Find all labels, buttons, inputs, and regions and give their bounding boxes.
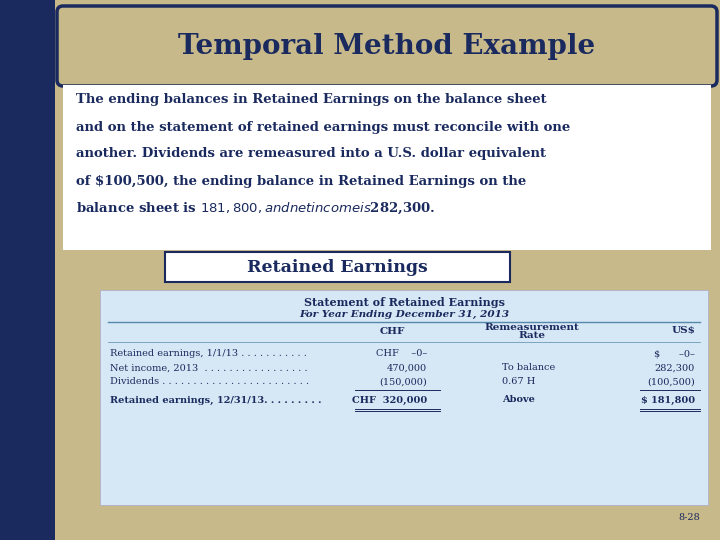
Text: US$: US$ [671, 327, 695, 335]
Text: Statement of Retained Earnings: Statement of Retained Earnings [304, 296, 505, 307]
Text: CHF: CHF [379, 327, 405, 335]
Text: Remeasurement: Remeasurement [485, 322, 580, 332]
FancyBboxPatch shape [57, 6, 717, 86]
Text: of $100,500, the ending balance in Retained Earnings on the: of $100,500, the ending balance in Retai… [76, 174, 526, 187]
Text: Temporal Method Example: Temporal Method Example [179, 32, 595, 59]
Text: 470,000: 470,000 [387, 363, 427, 373]
Text: $ 181,800: $ 181,800 [641, 395, 695, 404]
FancyBboxPatch shape [0, 0, 55, 540]
Text: Retained Earnings: Retained Earnings [247, 259, 428, 275]
Text: Above: Above [502, 395, 535, 404]
Text: CHF  320,000: CHF 320,000 [352, 395, 427, 404]
Text: CHF    –0–: CHF –0– [376, 349, 427, 359]
Text: Dividends . . . . . . . . . . . . . . . . . . . . . . . .: Dividends . . . . . . . . . . . . . . . … [110, 377, 309, 387]
Text: Net income, 2013  . . . . . . . . . . . . . . . . .: Net income, 2013 . . . . . . . . . . . .… [110, 363, 307, 373]
Text: balance sheet is $181,800, and net income is $282,300.: balance sheet is $181,800, and net incom… [76, 200, 436, 215]
Text: The ending balances in Retained Earnings on the balance sheet: The ending balances in Retained Earnings… [76, 93, 546, 106]
Text: To balance: To balance [502, 363, 555, 373]
Text: and on the statement of retained earnings must reconcile with one: and on the statement of retained earning… [76, 120, 570, 133]
Text: Retained earnings, 1/1/13 . . . . . . . . . . .: Retained earnings, 1/1/13 . . . . . . . … [110, 349, 307, 359]
Text: Retained earnings, 12/31/13. . . . . . . . .: Retained earnings, 12/31/13. . . . . . .… [110, 395, 322, 404]
Text: $      –0–: $ –0– [654, 349, 695, 359]
Text: (150,000): (150,000) [379, 377, 427, 387]
Text: 0.67 H: 0.67 H [502, 377, 536, 387]
FancyBboxPatch shape [165, 252, 510, 282]
Text: (100,500): (100,500) [647, 377, 695, 387]
Text: For Year Ending December 31, 2013: For Year Ending December 31, 2013 [299, 309, 509, 319]
FancyBboxPatch shape [100, 290, 708, 505]
Text: 282,300: 282,300 [654, 363, 695, 373]
Text: Rate: Rate [518, 332, 546, 341]
Text: 8-28: 8-28 [678, 514, 700, 523]
Text: another. Dividends are remeasured into a U.S. dollar equivalent: another. Dividends are remeasured into a… [76, 147, 546, 160]
FancyBboxPatch shape [63, 85, 711, 250]
